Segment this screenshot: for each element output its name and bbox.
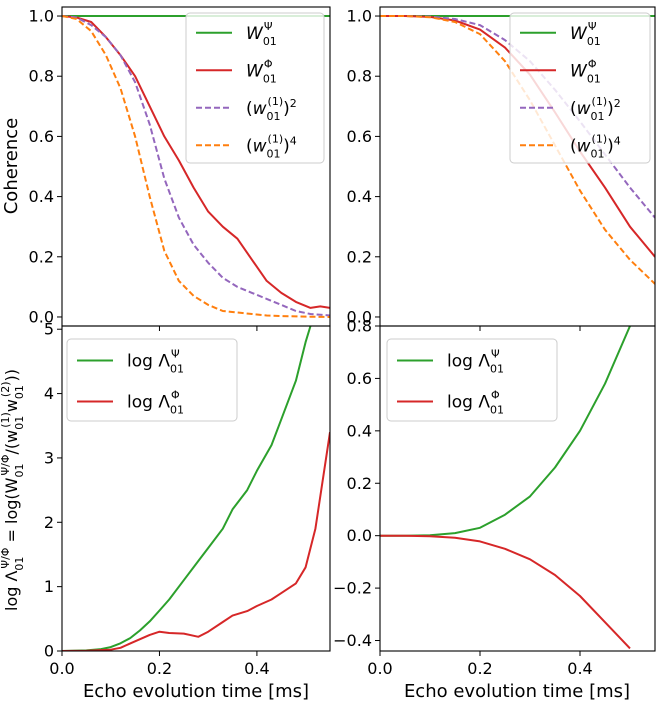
axes-bottom-left: 0 1 2 3 4 5 0.0 0.2 0.4 [44,320,331,678]
legend-label-w01psi: W01Ψ [246,20,277,48]
axes-frame [379,325,656,652]
y-tick-label: 0.6 [29,127,54,146]
series-line-log-lambda01psi [62,326,312,651]
y-tick-label: 0.4 [347,421,372,440]
legend-box [185,12,325,164]
y-tick-label: 0.4 [29,187,54,206]
legend-label-log-lambda01psi: log Λ01Ψ [447,348,504,376]
legend-label-w01phi: W01Φ [570,57,601,85]
legend-label-log-lambda01psi: log Λ01Ψ [127,348,184,376]
legend-box [509,12,651,164]
legends-layer: W01Ψ W01Φ (w01(1))2 (w01(1))4 W01Ψ W01Φ (w01(1… [66,12,651,422]
y-tick-label: 0.2 [347,474,372,493]
plot-area-bottom-right [380,326,631,650]
axes-layer: 0.0 0.2 0.4 0.6 0.8 1.0 0.0 0.2 0.4 0.6 0.8 1.0 0 1 2 3… [29,6,656,678]
y-tick-label: 0.0 [29,307,54,326]
y-tick-label: −0.4 [333,631,372,650]
y-tick-label: 1.0 [347,7,372,26]
y-tick-label: 5 [44,320,54,339]
legend-label-w01-1-sq: (w01(1))2 [570,95,621,123]
y-tick-label: 0.2 [347,247,372,266]
y-tick-label: 0.8 [347,317,372,336]
y-tick-label: 1.0 [29,7,54,26]
legend-label-w01psi: W01Ψ [570,20,601,48]
legend-label-w01-1-pow4: (w01(1))4 [246,132,297,160]
legend-label-log-lambda01phi: log Λ01Φ [127,389,184,417]
y-axis-label-coherence: Coherence [1,118,22,215]
legend-label-w01-1-sq: (w01(1))2 [246,95,297,123]
series-line-log-lambda01phi [380,534,631,650]
series-line-w01-1-sq [62,15,330,317]
legend-label-w01-1-pow4: (w01(1))4 [570,132,621,160]
plot-area-bottom-left [62,326,330,651]
x-tick-label: 0.4 [567,659,592,678]
legend-top-right: W01Ψ W01Φ (w01(1))2 (w01(1))4 [509,12,651,164]
x-tick-label: 0.0 [49,659,74,678]
y-tick-label: 0.8 [29,67,54,86]
series-line-log-lambda01phi [62,432,330,651]
axes-frame [61,325,331,652]
x-tick-label: 0.4 [244,659,269,678]
x-tick-label: 0.0 [367,659,392,678]
y-tick-label: −0.2 [333,579,372,598]
y-tick-label: 0.4 [347,187,372,206]
legend-bottom-right: log Λ01Ψ log Λ01Φ [386,338,558,422]
x-tick-label: 0.2 [147,659,172,678]
y-tick-label: 0 [44,642,54,661]
axes-top-left: 0.0 0.2 0.4 0.6 0.8 1.0 [29,6,331,331]
y-tick-label: 0.0 [347,526,372,545]
x-axis-label-left: Echo evolution time [ms] [83,681,309,702]
y-tick-label: 0.8 [347,67,372,86]
y-tick-label: 0.2 [29,247,54,266]
x-axis-label-right: Echo evolution time [ms] [404,681,630,702]
legend-label-w01phi: W01Φ [246,57,277,85]
axes-top-right: 0.0 0.2 0.4 0.6 0.8 1.0 [347,6,656,331]
y-tick-label: 3 [44,448,54,467]
y-tick-label: 0.0 [347,307,372,326]
x-tick-label: 0.2 [467,659,492,678]
y-axis-label-log-lambda: log Λ01Ψ/Φ = log(W01Ψ/Φ/(w01(1)w01(2))) [0,369,26,611]
y-tick-label: 2 [44,513,54,532]
y-tick-label: 0.6 [347,127,372,146]
legend-label-log-lambda01phi: log Λ01Φ [447,389,504,417]
y-tick-label: 4 [44,384,54,403]
legend-bottom-left: log Λ01Ψ log Λ01Φ [66,338,238,422]
series-line-w01phi [62,15,330,309]
y-tick-label: 1 [44,577,54,596]
axes-bottom-right: −0.4 −0.2 0.0 0.2 0.4 0.6 0.8 0.0 0.2 0.4 [333,317,656,678]
legend-top-left: W01Ψ W01Φ (w01(1))2 (w01(1))4 [185,12,325,164]
y-tick-label: 0.6 [347,369,372,388]
